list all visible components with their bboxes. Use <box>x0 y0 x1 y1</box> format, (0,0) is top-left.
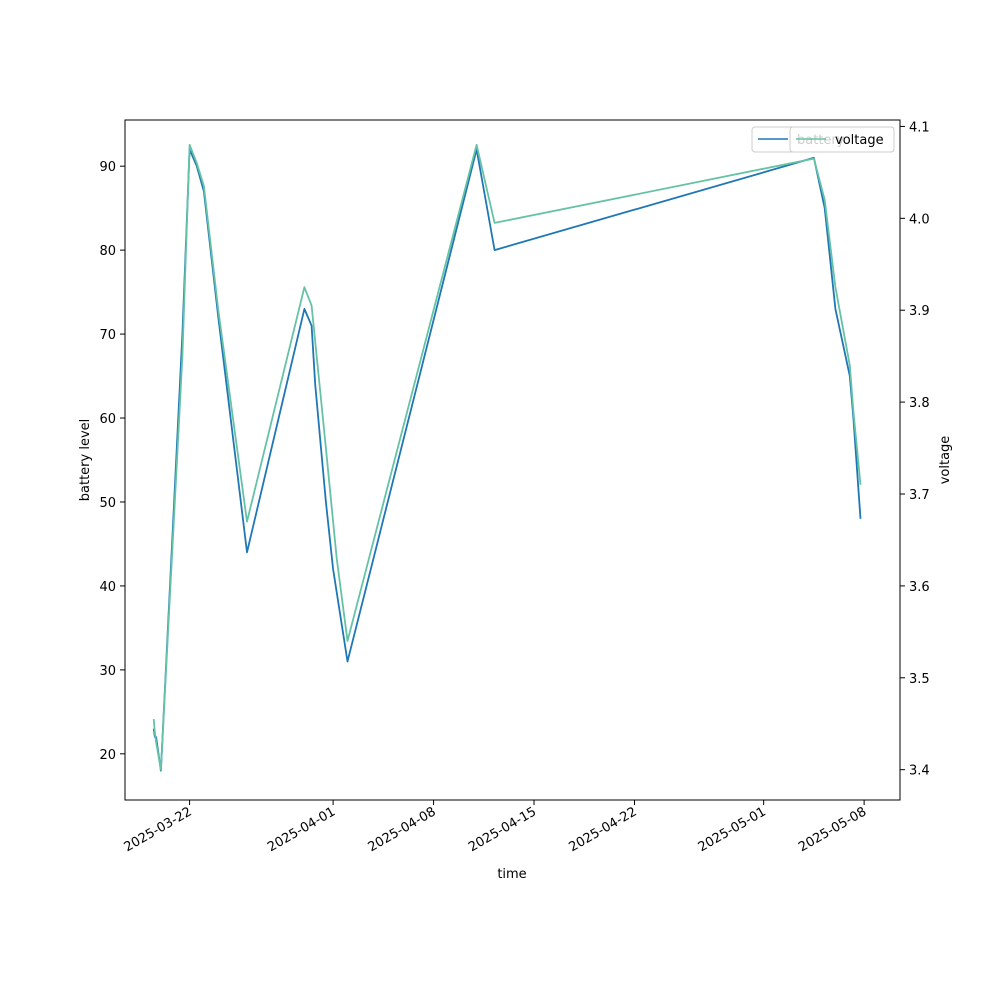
y-left-tick-label-2: 40 <box>99 580 116 595</box>
y-right-tick-label-3: 3.7 <box>909 488 930 503</box>
y-right-tick-label-4: 3.8 <box>909 396 930 411</box>
series-line-battery <box>152 148 862 772</box>
y-left-tick-label-4: 60 <box>99 412 116 427</box>
y-left-tick-label-1: 30 <box>99 664 116 679</box>
legend-voltage-label: voltage <box>835 133 884 148</box>
legend-voltage-frame <box>789 126 895 153</box>
series-layer <box>152 143 862 772</box>
y-right-tick-label-1: 3.5 <box>909 672 930 687</box>
y-left-tick-label-0: 20 <box>99 748 116 763</box>
y-left-tick-label-7: 90 <box>99 160 116 175</box>
y-right-tick-label-5: 3.9 <box>909 304 930 319</box>
y-left-tick-label-6: 80 <box>99 244 116 259</box>
y-right-tick-label-6: 4.0 <box>909 212 930 227</box>
plot-frame <box>124 119 901 801</box>
y-left-tick-label-5: 70 <box>99 328 116 343</box>
y-right-tick-label-2: 3.6 <box>909 580 930 595</box>
series-line-voltage <box>152 143 862 771</box>
y-left-axis-label: battery level <box>78 419 93 502</box>
x-axis-label: time <box>497 867 526 882</box>
y-right-axis-label: voltage <box>938 436 953 485</box>
y-right-tick-label-0: 3.4 <box>909 764 930 779</box>
y-left-tick-label-3: 50 <box>99 496 116 511</box>
legend-voltage: voltage <box>789 126 895 153</box>
y-right-tick-label-7: 4.1 <box>909 120 930 135</box>
